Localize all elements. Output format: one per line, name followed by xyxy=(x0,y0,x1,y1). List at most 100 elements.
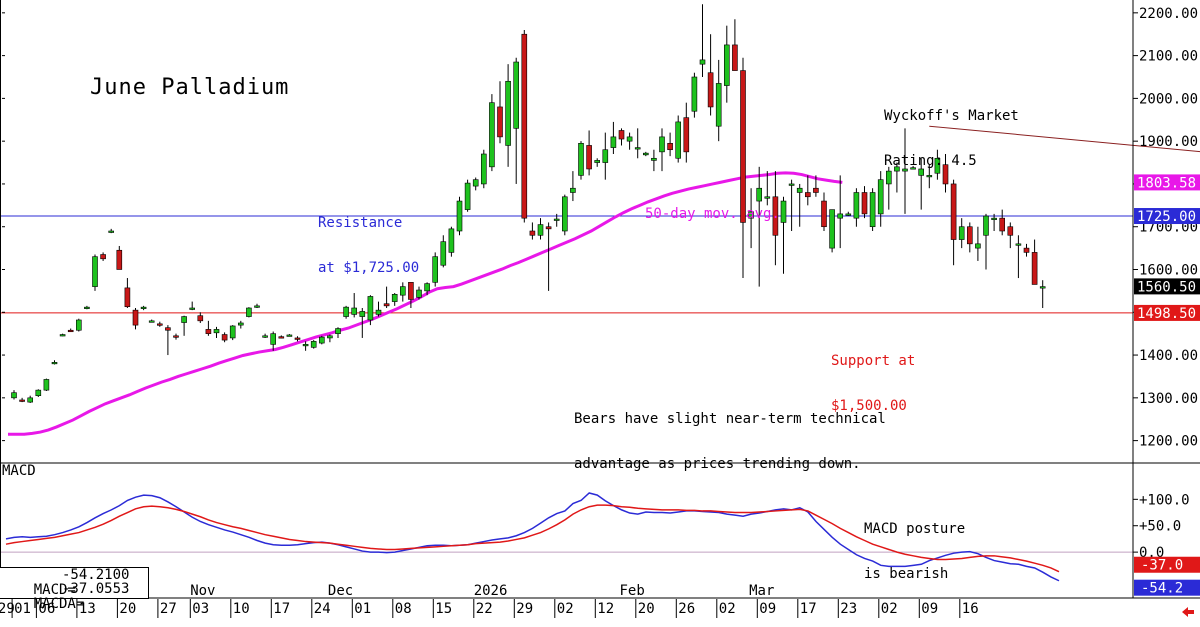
candle-body xyxy=(464,182,471,210)
candle-body xyxy=(497,106,503,138)
candle-body xyxy=(926,175,933,178)
price-tags: 1803.58 1725.00 1560.50 1498.50 -37.0 -54.2 xyxy=(1134,174,1200,597)
candle-body xyxy=(270,333,277,345)
candle-body xyxy=(472,179,479,187)
candle-body xyxy=(19,399,25,402)
candle-body xyxy=(197,315,204,322)
candle-body xyxy=(148,320,155,323)
macd-commentary: MACD posture is bearish xyxy=(864,492,965,597)
price-tick-label: 2200.00 xyxy=(1139,6,1198,22)
candle-body xyxy=(813,187,819,193)
macda-readout-row: MACDA= xyxy=(0,582,85,627)
candle-body xyxy=(205,329,212,334)
candle-body xyxy=(513,61,520,129)
price-commentary: Bears have slight near-term technical ad… xyxy=(574,382,886,487)
macd-value-tag-box xyxy=(1134,556,1200,573)
rating-line-1: Wyckoff's Market xyxy=(884,108,1019,124)
candle-body xyxy=(76,319,82,331)
day-label: 02 xyxy=(719,601,736,617)
candle-body xyxy=(246,307,252,317)
candle-body xyxy=(537,224,544,236)
price-tick-label: 1200.00 xyxy=(1139,434,1198,450)
macd-signal-line xyxy=(5,504,1060,573)
candle-body xyxy=(100,254,106,260)
candle-body xyxy=(140,306,147,309)
macd-readout-row: MACD= xyxy=(0,568,76,613)
candle-body xyxy=(788,183,795,186)
macd-value-tag: -54.2 xyxy=(1141,581,1183,597)
candle-body xyxy=(602,149,609,163)
day-label: 12 xyxy=(597,601,614,617)
day-label: 02 xyxy=(881,601,898,617)
candle-body xyxy=(626,136,633,142)
candle-body xyxy=(116,249,123,270)
candle-body xyxy=(1031,252,1038,285)
macd-tick-label: +100.0 xyxy=(1139,492,1190,508)
support-tag-box xyxy=(1134,304,1200,321)
candle-body xyxy=(440,241,447,266)
candle-body xyxy=(278,336,285,339)
candle-body xyxy=(715,83,722,127)
day-label: 24 xyxy=(314,601,331,617)
candle-body xyxy=(885,170,892,185)
candle-body xyxy=(489,102,495,168)
candle-body xyxy=(262,335,268,338)
day-label: 29 xyxy=(0,601,15,617)
candle-body xyxy=(553,218,560,221)
candle-body xyxy=(408,282,414,300)
macd-tick-label: +50.0 xyxy=(1139,519,1181,535)
day-label: 26 xyxy=(678,601,695,617)
resistance-line-2: at $1,725.00 xyxy=(318,260,420,276)
candle-body xyxy=(894,166,900,172)
candle-body xyxy=(432,256,439,283)
candle-body xyxy=(659,136,665,153)
day-label: 27 xyxy=(160,601,177,617)
candle-body xyxy=(505,80,511,146)
candle-body xyxy=(950,183,957,240)
candle-body xyxy=(594,160,601,163)
day-label: 17 xyxy=(800,601,817,617)
candle-body xyxy=(1023,247,1030,253)
candle-body xyxy=(1015,243,1022,246)
day-label: 22 xyxy=(476,601,493,617)
candle-body xyxy=(11,392,17,399)
candle-body xyxy=(416,289,422,298)
candle-body xyxy=(456,200,463,232)
candle-body xyxy=(310,341,317,348)
candle-body xyxy=(699,59,706,65)
candle-body xyxy=(991,217,997,220)
left-arrow-icon[interactable] xyxy=(1181,603,1195,617)
price-tick-label: 2100.00 xyxy=(1139,49,1198,65)
day-label: 01 xyxy=(14,601,31,617)
candle-body xyxy=(651,157,657,161)
candle-body xyxy=(327,335,333,339)
moving-average-tag: 1803.58 xyxy=(1137,175,1196,191)
candle-body xyxy=(861,192,868,215)
candle-body xyxy=(877,179,884,215)
candle-body xyxy=(124,287,131,308)
moving-average-tag-box xyxy=(1134,174,1200,191)
candle-body xyxy=(545,226,552,230)
macd-title: MACD xyxy=(2,463,36,479)
moving-average-line xyxy=(8,171,843,436)
candle-body xyxy=(796,187,803,193)
candle-body xyxy=(1007,226,1014,236)
price-tick-label: 1400.00 xyxy=(1139,348,1198,364)
candle-body xyxy=(294,337,301,340)
candle-body xyxy=(618,130,625,140)
day-label: 29 xyxy=(516,601,533,617)
day-label: 10 xyxy=(233,601,250,617)
candle-body xyxy=(221,334,228,341)
candle-body xyxy=(902,168,908,172)
candle-body xyxy=(367,296,374,321)
candle-body xyxy=(108,230,114,233)
candle-body xyxy=(910,167,916,170)
candle-body xyxy=(845,213,852,216)
candle-body xyxy=(27,397,34,403)
candle-body xyxy=(723,44,730,86)
rating-line-2: Rating: 4.5 xyxy=(884,153,977,169)
day-label: 15 xyxy=(435,601,452,617)
candle-body xyxy=(691,76,698,112)
